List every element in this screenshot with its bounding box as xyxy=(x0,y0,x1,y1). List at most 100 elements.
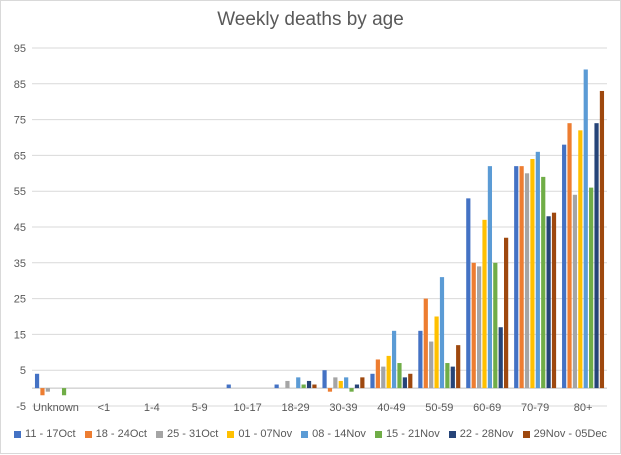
bar xyxy=(296,377,301,389)
y-tick-label: 85 xyxy=(14,79,26,91)
x-tick-label: 30-39 xyxy=(329,402,357,414)
legend-item: 11 - 17Oct xyxy=(14,428,76,440)
x-tick-label: 80+ xyxy=(574,402,593,414)
legend-item: 25 - 31Oct xyxy=(155,428,219,440)
bar xyxy=(429,341,434,389)
bar xyxy=(551,212,557,389)
x-tick-label: 18-29 xyxy=(281,402,309,414)
bar xyxy=(562,144,567,389)
legend-swatch xyxy=(301,430,309,438)
bar xyxy=(40,388,45,396)
bar xyxy=(375,359,380,389)
bar xyxy=(312,384,317,389)
bar xyxy=(226,384,231,389)
bar xyxy=(572,194,578,389)
bar xyxy=(498,327,503,389)
x-tick-label: 40-49 xyxy=(377,402,405,414)
bar xyxy=(567,123,572,389)
bar xyxy=(487,166,493,389)
bar xyxy=(589,187,594,389)
bar xyxy=(504,237,509,389)
bar xyxy=(578,130,583,389)
x-tick-label: Unknown xyxy=(33,402,79,414)
bar xyxy=(456,345,461,389)
y-tick-label: 95 xyxy=(14,43,26,55)
bar xyxy=(477,266,482,389)
bar xyxy=(546,216,551,389)
bar xyxy=(514,166,519,389)
bar xyxy=(349,388,354,392)
bar xyxy=(434,316,439,389)
x-tick-label: 60-69 xyxy=(473,402,501,414)
y-tick-label: 25 xyxy=(14,294,26,306)
y-tick-label: 75 xyxy=(14,115,26,127)
bar xyxy=(493,262,498,389)
legend-item: 29Nov - 05Dec xyxy=(522,428,607,440)
bar xyxy=(61,388,67,396)
legend-swatch xyxy=(14,430,22,438)
legend-label: 01 - 07Nov xyxy=(238,428,293,440)
bar xyxy=(445,363,450,389)
legend-label: 15 - 21Nov xyxy=(385,428,440,440)
legend-item: 22 - 28Nov xyxy=(448,428,514,440)
bar xyxy=(322,370,327,389)
x-tick-label: 1-4 xyxy=(144,402,160,414)
bar xyxy=(519,166,524,389)
bar xyxy=(327,388,333,392)
bar xyxy=(450,366,455,389)
legend-label: 22 - 28Nov xyxy=(459,428,514,440)
bar xyxy=(386,355,391,389)
bar xyxy=(301,384,306,389)
bar xyxy=(381,366,386,389)
x-tick-label: 5-9 xyxy=(192,402,208,414)
legend-item: 18 - 24Oct xyxy=(84,428,147,440)
bar xyxy=(418,330,423,389)
x-tick-label: <1 xyxy=(98,402,111,414)
legend-swatch xyxy=(155,430,163,438)
bar xyxy=(439,277,445,389)
bar xyxy=(397,363,402,389)
y-tick-label: 5 xyxy=(20,365,26,377)
legend-label: 11 - 17Oct xyxy=(25,428,76,440)
bar xyxy=(524,173,530,389)
bar xyxy=(530,158,535,389)
y-tick-label: 35 xyxy=(14,258,26,270)
bar xyxy=(306,380,312,389)
legend-label: 25 - 31Oct xyxy=(166,428,219,440)
bar xyxy=(408,373,413,389)
bar xyxy=(583,69,588,389)
legend-swatch xyxy=(522,430,530,438)
legend-label: 18 - 24Oct xyxy=(95,428,147,440)
bar xyxy=(354,384,360,389)
y-tick-label: 65 xyxy=(14,150,26,162)
legend-swatch xyxy=(227,430,235,438)
bar xyxy=(344,377,349,389)
y-tick-label: 15 xyxy=(14,329,26,341)
y-tick-label: 45 xyxy=(14,222,26,234)
bar xyxy=(599,90,605,389)
legend-item: 15 - 21Nov xyxy=(374,428,440,440)
y-tick-label: -5 xyxy=(16,401,26,413)
legend-label: 08 - 14Nov xyxy=(312,428,366,440)
bar xyxy=(466,198,471,389)
bar xyxy=(423,298,428,389)
x-tick-label: 10-17 xyxy=(234,402,262,414)
bar xyxy=(482,219,487,389)
bar xyxy=(402,377,407,389)
bar xyxy=(360,377,365,389)
bar xyxy=(45,388,50,392)
bar xyxy=(541,176,546,389)
bar xyxy=(370,373,375,389)
bar xyxy=(594,123,599,389)
legend-swatch xyxy=(374,430,382,438)
bar xyxy=(535,151,540,389)
bar xyxy=(333,377,338,389)
bar xyxy=(285,380,290,389)
y-tick-label: 55 xyxy=(14,186,26,198)
bar xyxy=(34,373,40,389)
x-tick-label: 50-59 xyxy=(425,402,453,414)
legend-swatch xyxy=(84,430,92,438)
legend-item: 08 - 14Nov xyxy=(301,428,366,440)
bar xyxy=(391,330,397,389)
